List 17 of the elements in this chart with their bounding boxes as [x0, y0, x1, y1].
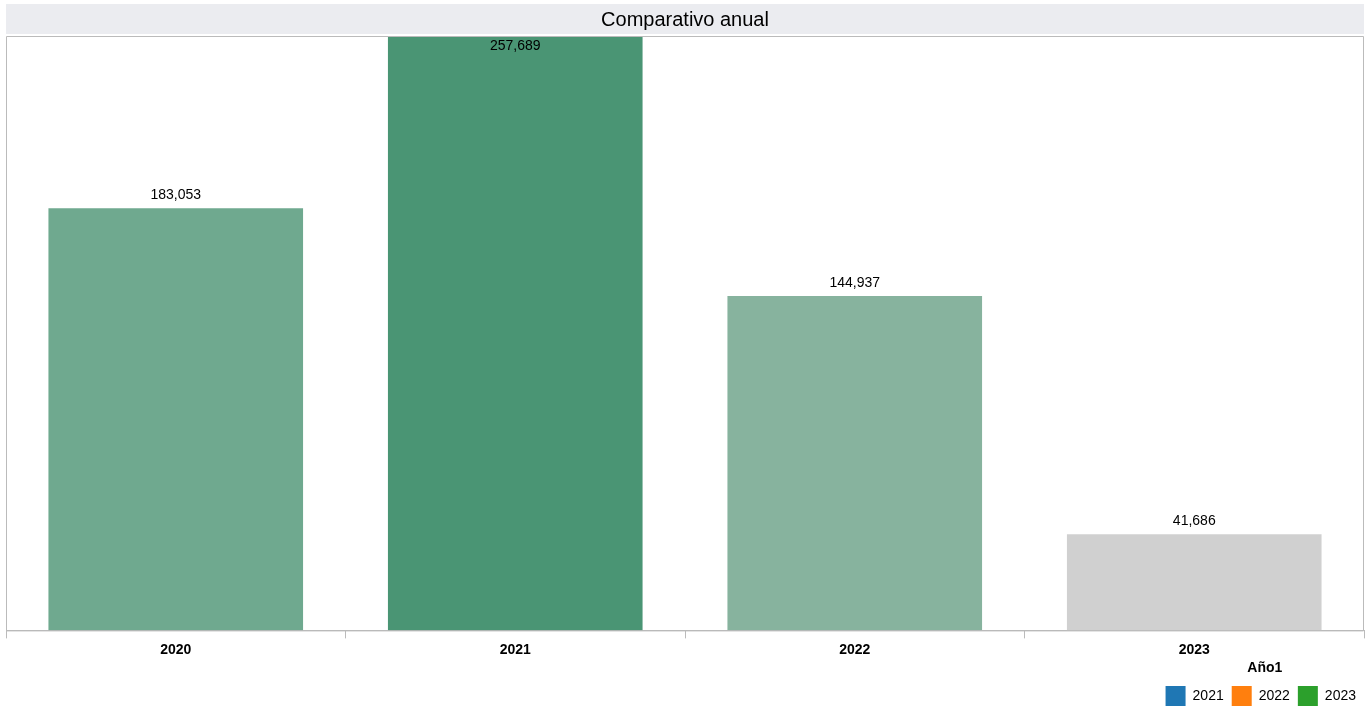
- legend-label: 2023: [1324, 686, 1357, 703]
- data-label: 257,689: [489, 36, 541, 53]
- x-tick-label: 2021: [499, 640, 532, 657]
- x-tick-label: 2023: [1178, 640, 1211, 657]
- data-label: 41,686: [1172, 512, 1216, 529]
- data-label: 144,937: [829, 273, 881, 290]
- x-tick-label: 2020: [160, 640, 192, 657]
- bar: [48, 208, 304, 631]
- data-label: 183,053: [150, 186, 202, 203]
- chart-title: Comparativo anual: [6, 4, 1364, 34]
- bar: [727, 296, 983, 631]
- legend-label: 2022: [1258, 686, 1291, 703]
- legend-title: Año1: [1247, 659, 1283, 676]
- legend-label: 2021: [1192, 686, 1224, 703]
- bar: [1066, 534, 1322, 631]
- x-tick-label: 2022: [839, 640, 871, 657]
- bar: [387, 36, 643, 631]
